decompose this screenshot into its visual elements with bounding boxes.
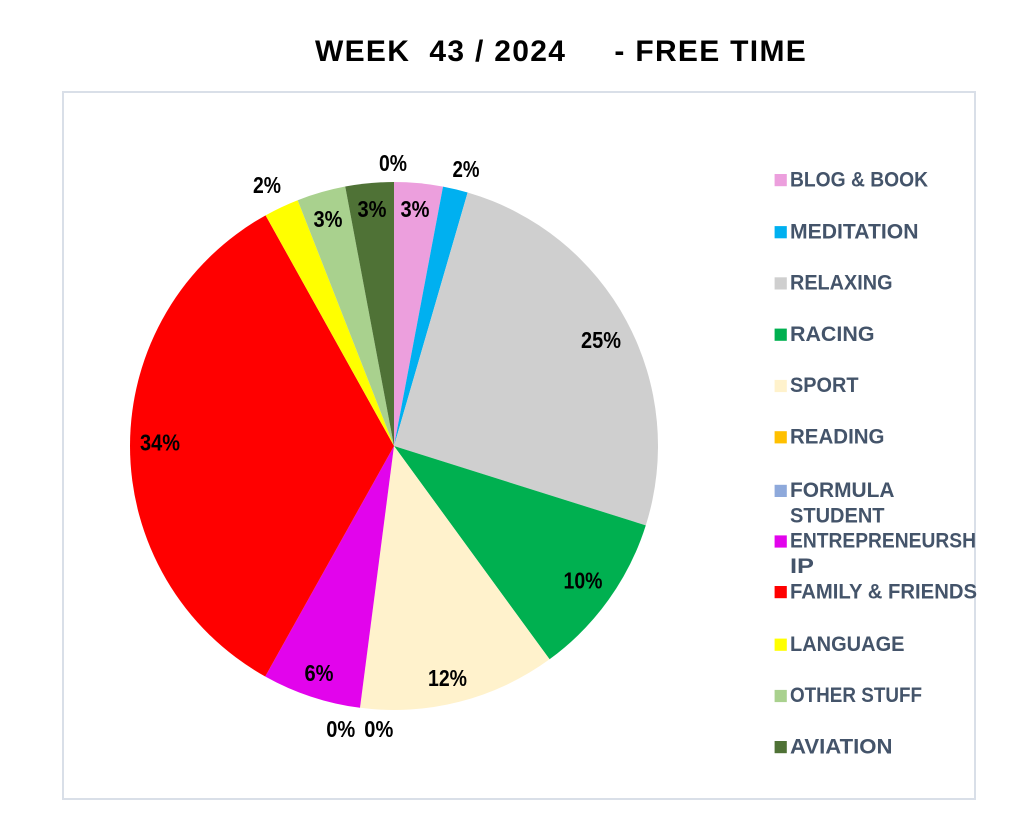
svg-text:6%: 6%: [305, 660, 334, 686]
svg-text:2%: 2%: [453, 156, 480, 182]
svg-text:IP: IP: [790, 555, 814, 578]
svg-text:3%: 3%: [314, 206, 343, 232]
svg-text:RELAXING: RELAXING: [790, 272, 893, 295]
svg-text:OTHER STUFF: OTHER STUFF: [790, 684, 922, 707]
svg-text:RACING: RACING: [790, 323, 875, 346]
svg-text:READING: READING: [790, 426, 885, 449]
svg-text:FAMILY & FRIENDS: FAMILY & FRIENDS: [790, 580, 977, 603]
svg-text:LANGUAGE: LANGUAGE: [790, 633, 905, 656]
svg-text:AVIATION: AVIATION: [790, 735, 893, 758]
svg-text:0%: 0%: [364, 716, 393, 742]
svg-text:3%: 3%: [358, 196, 387, 222]
svg-text:SPORT: SPORT: [790, 374, 859, 397]
svg-text:2%: 2%: [253, 172, 281, 198]
svg-text:25%: 25%: [581, 327, 621, 353]
svg-text:BLOG & BOOK: BLOG & BOOK: [790, 168, 928, 191]
svg-text:34%: 34%: [140, 430, 180, 456]
svg-text:12%: 12%: [428, 665, 467, 691]
svg-text:ENTREPRENEURSH: ENTREPRENEURSH: [790, 530, 976, 553]
svg-text:WEEK 43 / 2024 - FREE TIM: WEEK 43 / 2024 - FREE TIME: [315, 35, 807, 68]
svg-text:3%: 3%: [401, 196, 430, 222]
svg-text:0%: 0%: [326, 716, 355, 742]
svg-text:0%: 0%: [379, 150, 407, 176]
svg-text:10%: 10%: [564, 568, 603, 594]
svg-text:STUDENT: STUDENT: [790, 505, 885, 528]
svg-text:FORMULA: FORMULA: [790, 479, 895, 502]
svg-text:MEDITATION: MEDITATION: [790, 220, 919, 243]
